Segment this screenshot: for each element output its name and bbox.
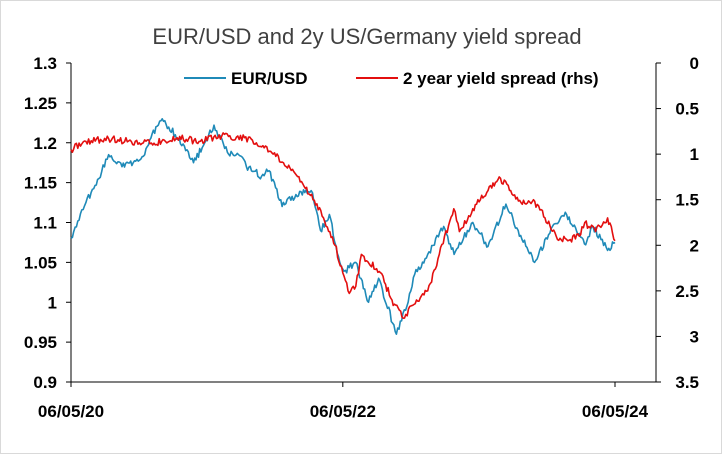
right-axis-tick-label: 2: [690, 236, 699, 255]
chart-title: EUR/USD and 2y US/Germany yield spread: [152, 24, 581, 49]
x-axis-tick-label: 06/05/20: [38, 402, 104, 421]
left-axis-tick-label: 1.1: [33, 214, 57, 233]
right-axis-tick-label: 2.5: [675, 282, 699, 301]
right-axis-tick-label: 3.5: [675, 373, 699, 392]
legend-label-yield-spread: 2 year yield spread (rhs): [403, 69, 599, 88]
right-axis-tick-label: 0: [690, 54, 699, 73]
left-axis-tick-label: 0.9: [33, 373, 57, 392]
x-axis-tick-label: 06/05/22: [310, 402, 376, 421]
series-lines: [70, 118, 616, 335]
left-axis-tick-label: 1.25: [24, 94, 57, 113]
axes: 1.3 1.25 1.2 1.15 1.1 1.05 1 0.95 0.9 0 0.5 1 1.5 2 2.…: [24, 54, 699, 421]
legend: EUR/USD 2 year yield spread (rhs): [184, 69, 599, 88]
series-line-yield-spread: [70, 132, 616, 319]
left-axis-tick-label: 1.2: [33, 134, 57, 153]
left-axis-tick-label: 1.15: [24, 174, 57, 193]
left-axis-tick-label: 1.05: [24, 253, 57, 272]
x-axis-tick-label: 06/05/24: [582, 402, 649, 421]
series-line-eurusd: [70, 118, 616, 335]
left-axis-tick-label: 0.95: [24, 333, 57, 352]
left-axis-tick-label: 1.3: [33, 54, 57, 73]
right-axis-tick-label: 1: [690, 145, 699, 164]
right-axis-tick-label: 1.5: [675, 191, 699, 210]
right-axis-tick-label: 0.5: [675, 100, 699, 119]
right-axis-tick-label: 3: [690, 327, 699, 346]
left-axis-tick-label: 1: [48, 293, 57, 312]
legend-label-eurusd: EUR/USD: [231, 69, 308, 88]
